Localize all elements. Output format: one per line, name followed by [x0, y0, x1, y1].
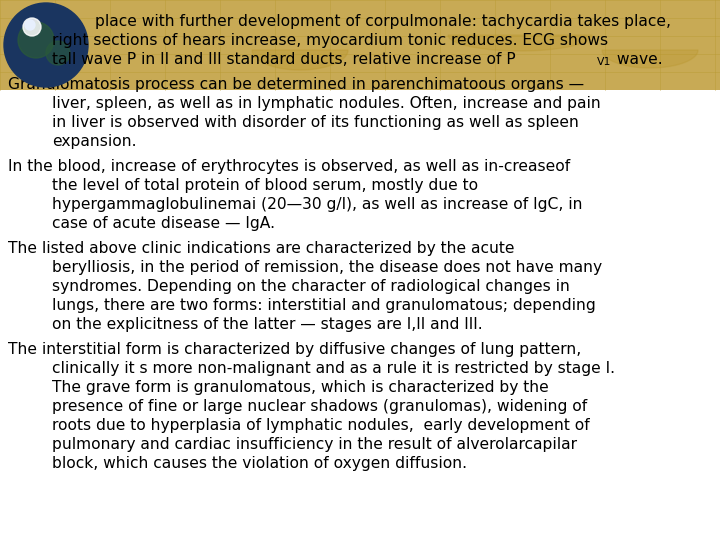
Text: clinically it s more non-malignant and as a rule it is restricted by stage I.: clinically it s more non-malignant and a… — [52, 361, 615, 376]
Text: V1: V1 — [597, 57, 611, 67]
Circle shape — [46, 41, 70, 65]
Text: hypergammaglobulinemai (20—30 g/l), as well as increase of IgC, in: hypergammaglobulinemai (20—30 g/l), as w… — [52, 197, 582, 212]
Text: berylliosis, in the period of remission, the disease does not have many: berylliosis, in the period of remission,… — [52, 260, 602, 275]
Text: tall wave P in ΙΙ and ΙΙΙ standard ducts, relative increase of P: tall wave P in ΙΙ and ΙΙΙ standard ducts… — [52, 52, 516, 67]
Text: Granulomatosis process can be determined in parenchimatoous organs —: Granulomatosis process can be determined… — [8, 77, 584, 92]
Circle shape — [25, 20, 35, 30]
Text: lungs, there are two forms: interstitial and granulomatous; depending: lungs, there are two forms: interstitial… — [52, 298, 595, 313]
Text: The interstitial form is characterized by diffusive changes of lung pattern,: The interstitial form is characterized b… — [8, 342, 581, 357]
Text: roots due to hyperplasia of lymphatic nodules,  early development of: roots due to hyperplasia of lymphatic no… — [52, 418, 590, 433]
Text: In the blood, increase of erythrocytes is observed, as well as in-creaseof: In the blood, increase of erythrocytes i… — [8, 159, 570, 174]
Text: syndromes. Depending on the character of radiological changes in: syndromes. Depending on the character of… — [52, 279, 570, 294]
Text: The grave form is granulomatous, which is characterized by the: The grave form is granulomatous, which i… — [52, 380, 549, 395]
Circle shape — [4, 3, 88, 87]
Text: wave.: wave. — [612, 52, 662, 67]
Text: presence of fine or large nuclear shadows (granulomas), widening of: presence of fine or large nuclear shadow… — [52, 399, 588, 414]
Bar — [0, 0, 720, 90]
Polygon shape — [602, 50, 698, 68]
Text: block, which causes the violation of oxygen diffusion.: block, which causes the violation of oxy… — [52, 456, 467, 471]
Text: on the explicitness of the latter — stages are I,II and III.: on the explicitness of the latter — stag… — [52, 317, 482, 332]
Text: right sections of hears increase, myocardium tonic reduces. ECG shows: right sections of hears increase, myocar… — [52, 33, 608, 48]
Circle shape — [23, 18, 41, 36]
Circle shape — [18, 22, 54, 58]
Text: liver, spleen, as well as in lymphatic nodules. Often, increase and pain: liver, spleen, as well as in lymphatic n… — [52, 96, 600, 111]
Text: case of acute disease — IgA.: case of acute disease — IgA. — [52, 216, 275, 231]
Text: expansion.: expansion. — [52, 134, 137, 149]
Text: pulmonary and cardiac insufficiency in the result of alverolarcapilar: pulmonary and cardiac insufficiency in t… — [52, 437, 577, 452]
Text: in liver is observed with disorder of its functioning as well as spleen: in liver is observed with disorder of it… — [52, 115, 579, 130]
Text: The listed above clinic indications are characterized by the acute: The listed above clinic indications are … — [8, 241, 515, 256]
Text: place with further development of corpulmonale: tachycardia takes place,: place with further development of corpul… — [95, 14, 671, 29]
Polygon shape — [448, 35, 592, 51]
Text: the level of total protein of blood serum, mostly due to: the level of total protein of blood seru… — [52, 178, 478, 193]
Polygon shape — [252, 50, 348, 70]
